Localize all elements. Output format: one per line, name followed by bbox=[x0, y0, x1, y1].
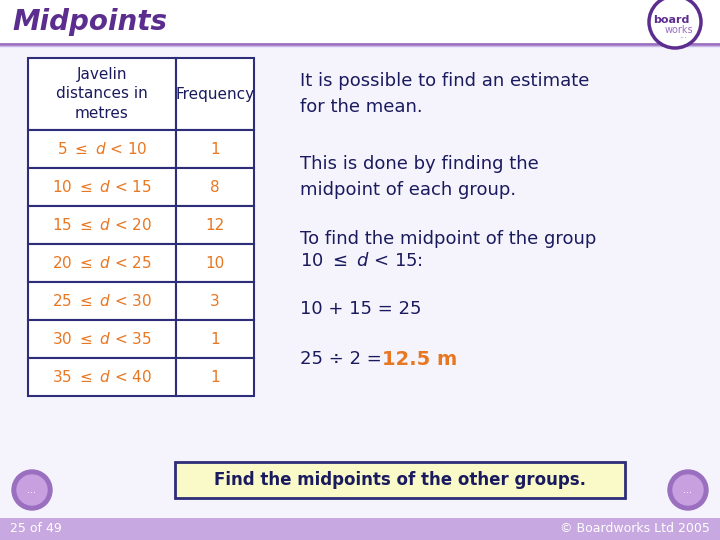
Text: Find the midpoints of the other groups.: Find the midpoints of the other groups. bbox=[214, 471, 586, 489]
Circle shape bbox=[673, 475, 703, 505]
Circle shape bbox=[649, 0, 701, 48]
Text: ...: ... bbox=[27, 485, 37, 495]
Bar bbox=[28, 244, 176, 282]
Text: 35 $\leq$ $d$ < 40: 35 $\leq$ $d$ < 40 bbox=[52, 369, 152, 385]
Bar bbox=[176, 130, 254, 168]
Bar bbox=[176, 206, 254, 244]
Text: 25 ÷ 2 =: 25 ÷ 2 = bbox=[300, 350, 387, 368]
Text: 10 + 15 = 25: 10 + 15 = 25 bbox=[300, 300, 421, 318]
Text: 25 $\leq$ $d$ < 30: 25 $\leq$ $d$ < 30 bbox=[52, 293, 152, 309]
Text: 12: 12 bbox=[205, 218, 225, 233]
Bar bbox=[176, 282, 254, 320]
Text: © Boardworks Ltd 2005: © Boardworks Ltd 2005 bbox=[560, 523, 710, 536]
Text: 15 $\leq$ $d$ < 20: 15 $\leq$ $d$ < 20 bbox=[52, 217, 152, 233]
Text: 10 $\leq$ $d$ < 15: 10 $\leq$ $d$ < 15 bbox=[52, 179, 152, 195]
Text: Javelin
distances in
metres: Javelin distances in metres bbox=[56, 67, 148, 122]
Text: 1: 1 bbox=[210, 332, 220, 347]
Bar bbox=[28, 130, 176, 168]
Bar bbox=[175, 462, 625, 498]
Text: 1: 1 bbox=[210, 369, 220, 384]
Text: works: works bbox=[665, 25, 693, 35]
Bar bbox=[176, 320, 254, 358]
Bar bbox=[0, 518, 720, 540]
Bar bbox=[28, 282, 176, 320]
Bar bbox=[0, 0, 720, 45]
Bar bbox=[28, 206, 176, 244]
Bar bbox=[176, 358, 254, 396]
Text: 12.5 m: 12.5 m bbox=[382, 350, 457, 369]
Bar bbox=[176, 58, 254, 130]
Text: To find the midpoint of the group: To find the midpoint of the group bbox=[300, 230, 596, 248]
Text: 30 $\leq$ $d$ < 35: 30 $\leq$ $d$ < 35 bbox=[52, 331, 152, 347]
Circle shape bbox=[668, 470, 708, 510]
Circle shape bbox=[12, 470, 52, 510]
Bar bbox=[176, 244, 254, 282]
Text: 3: 3 bbox=[210, 294, 220, 308]
Text: 1: 1 bbox=[210, 141, 220, 157]
Text: It is possible to find an estimate
for the mean.: It is possible to find an estimate for t… bbox=[300, 72, 590, 117]
Text: 25 of 49: 25 of 49 bbox=[10, 523, 62, 536]
Bar bbox=[28, 168, 176, 206]
Bar bbox=[28, 58, 176, 130]
Circle shape bbox=[17, 475, 47, 505]
Text: 20 $\leq$ $d$ < 25: 20 $\leq$ $d$ < 25 bbox=[52, 255, 152, 271]
Text: This is done by finding the
midpoint of each group.: This is done by finding the midpoint of … bbox=[300, 155, 539, 199]
Text: 5 $\leq$ $d$ < 10: 5 $\leq$ $d$ < 10 bbox=[57, 141, 148, 157]
Text: 8: 8 bbox=[210, 179, 220, 194]
Text: 10 $\leq$ $d$ < 15:: 10 $\leq$ $d$ < 15: bbox=[300, 252, 423, 270]
Text: 10: 10 bbox=[205, 255, 225, 271]
Bar bbox=[176, 168, 254, 206]
Bar bbox=[28, 358, 176, 396]
Text: Frequency: Frequency bbox=[176, 86, 255, 102]
Text: ...: ... bbox=[679, 31, 687, 40]
Text: board: board bbox=[653, 15, 689, 25]
Text: ...: ... bbox=[683, 485, 693, 495]
Text: Midpoints: Midpoints bbox=[12, 8, 167, 36]
Bar bbox=[28, 320, 176, 358]
